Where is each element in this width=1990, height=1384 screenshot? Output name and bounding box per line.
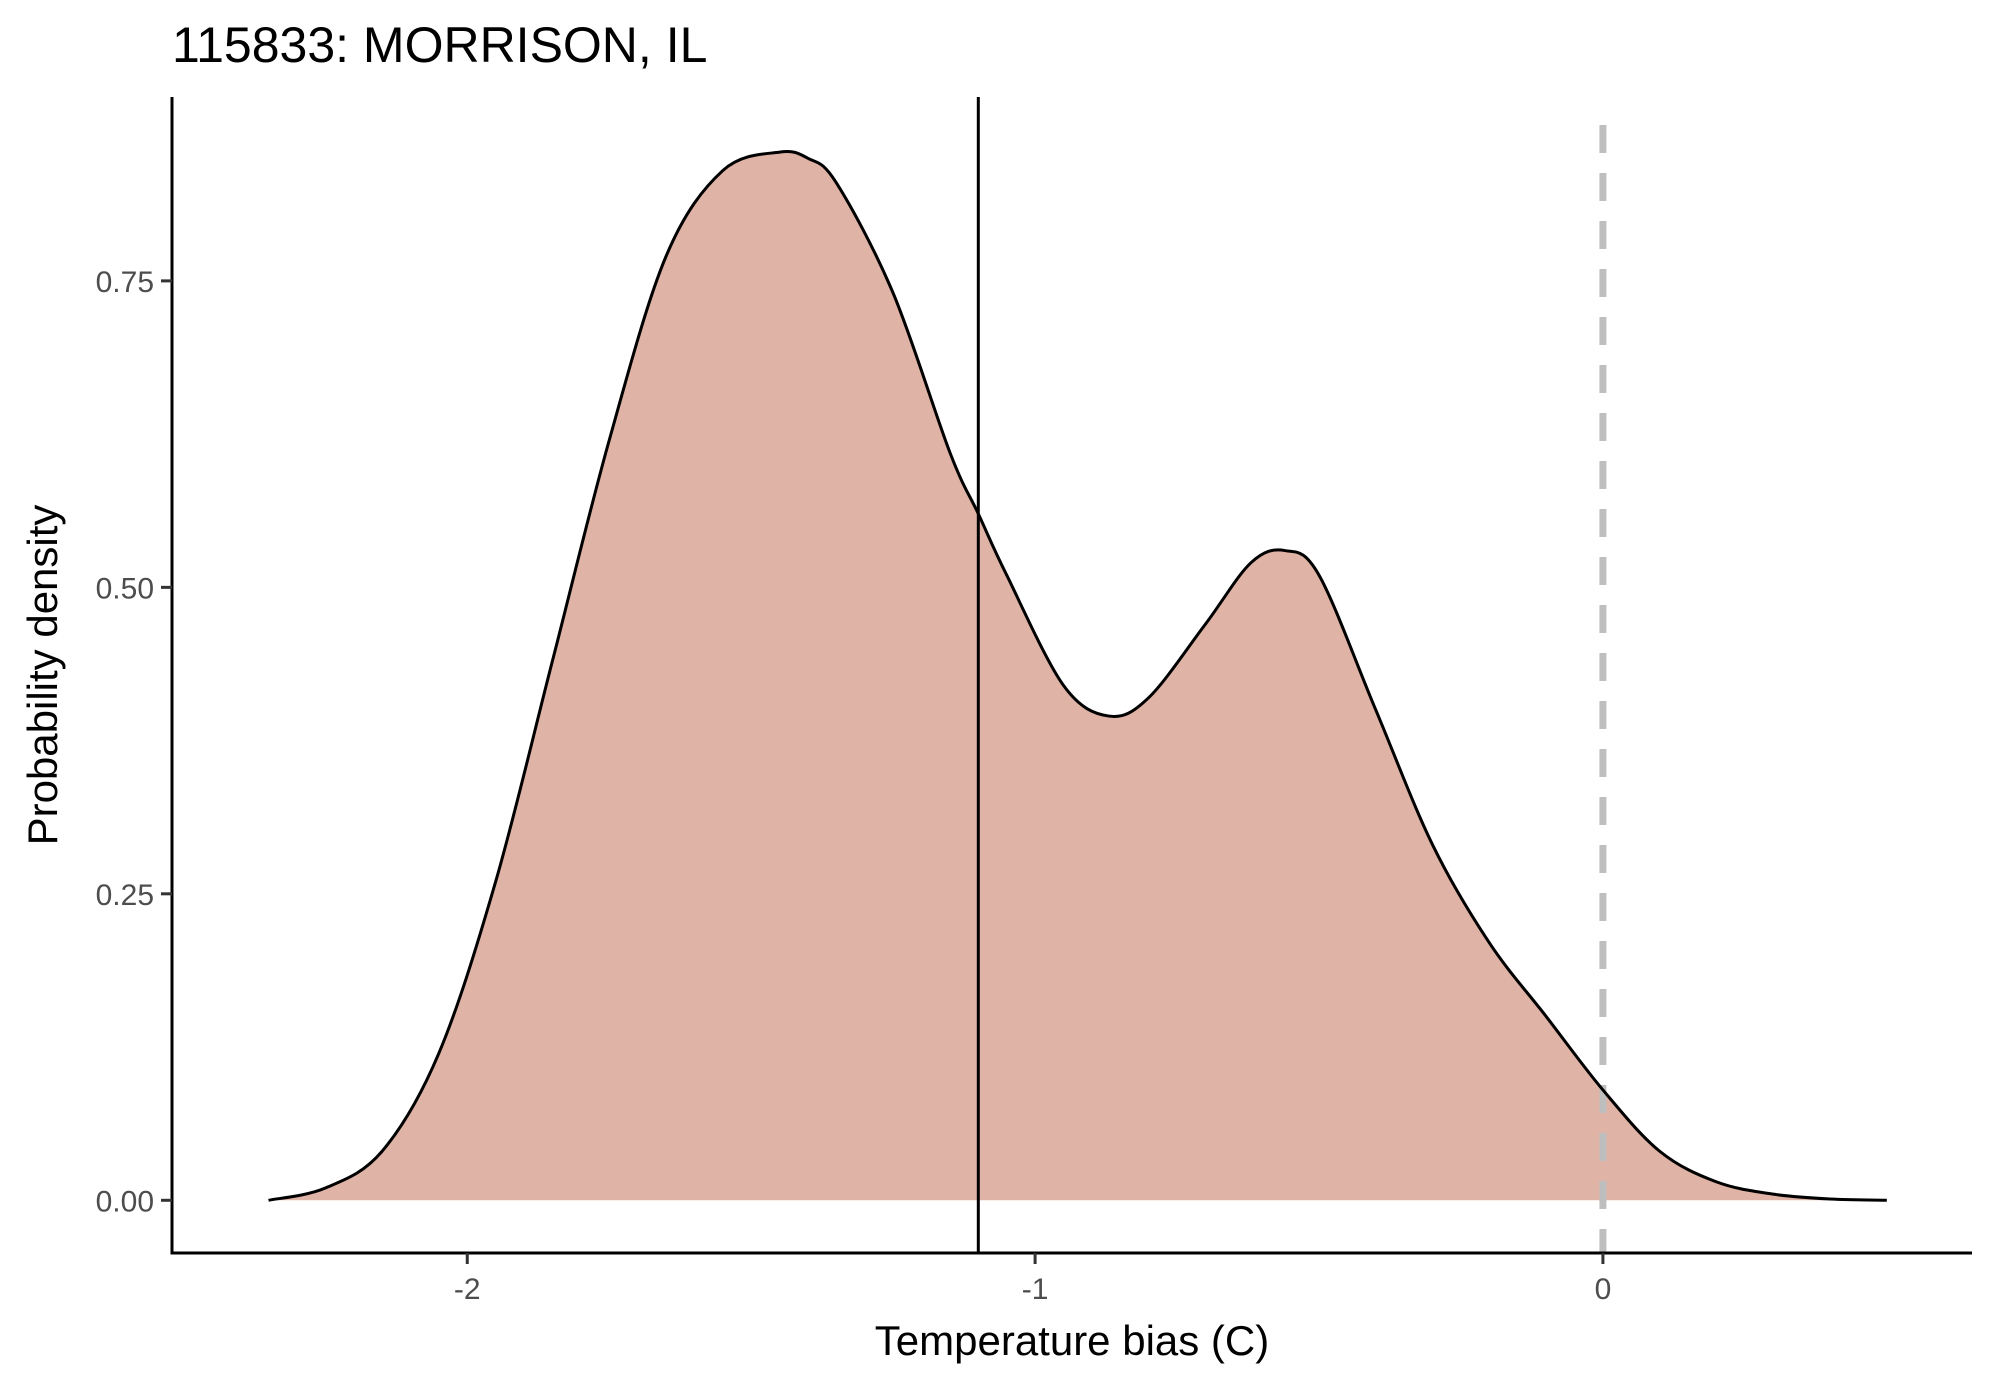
density-curve (268, 150, 1887, 1202)
y-axis-ticks: 0.00 0.25 0.50 0.75 (96, 266, 172, 1218)
x-axis-ticks: -2 -1 0 (454, 1253, 1611, 1306)
y-tick-label: 0.75 (96, 266, 154, 299)
y-tick-label: 0.00 (96, 1185, 154, 1218)
y-tick-label: 0.25 (96, 879, 154, 912)
x-tick-label: -2 (454, 1273, 481, 1306)
chart-title: 115833: MORRISON, IL (172, 17, 707, 73)
density-area (268, 151, 1887, 1201)
y-axis-label: Probability density (19, 505, 66, 846)
x-tick-label: -1 (1022, 1273, 1049, 1306)
x-axis-label: Temperature bias (C) (875, 1317, 1269, 1364)
y-tick-label: 0.50 (96, 572, 154, 605)
plot-area (268, 97, 1887, 1253)
x-tick-label: 0 (1595, 1273, 1612, 1306)
